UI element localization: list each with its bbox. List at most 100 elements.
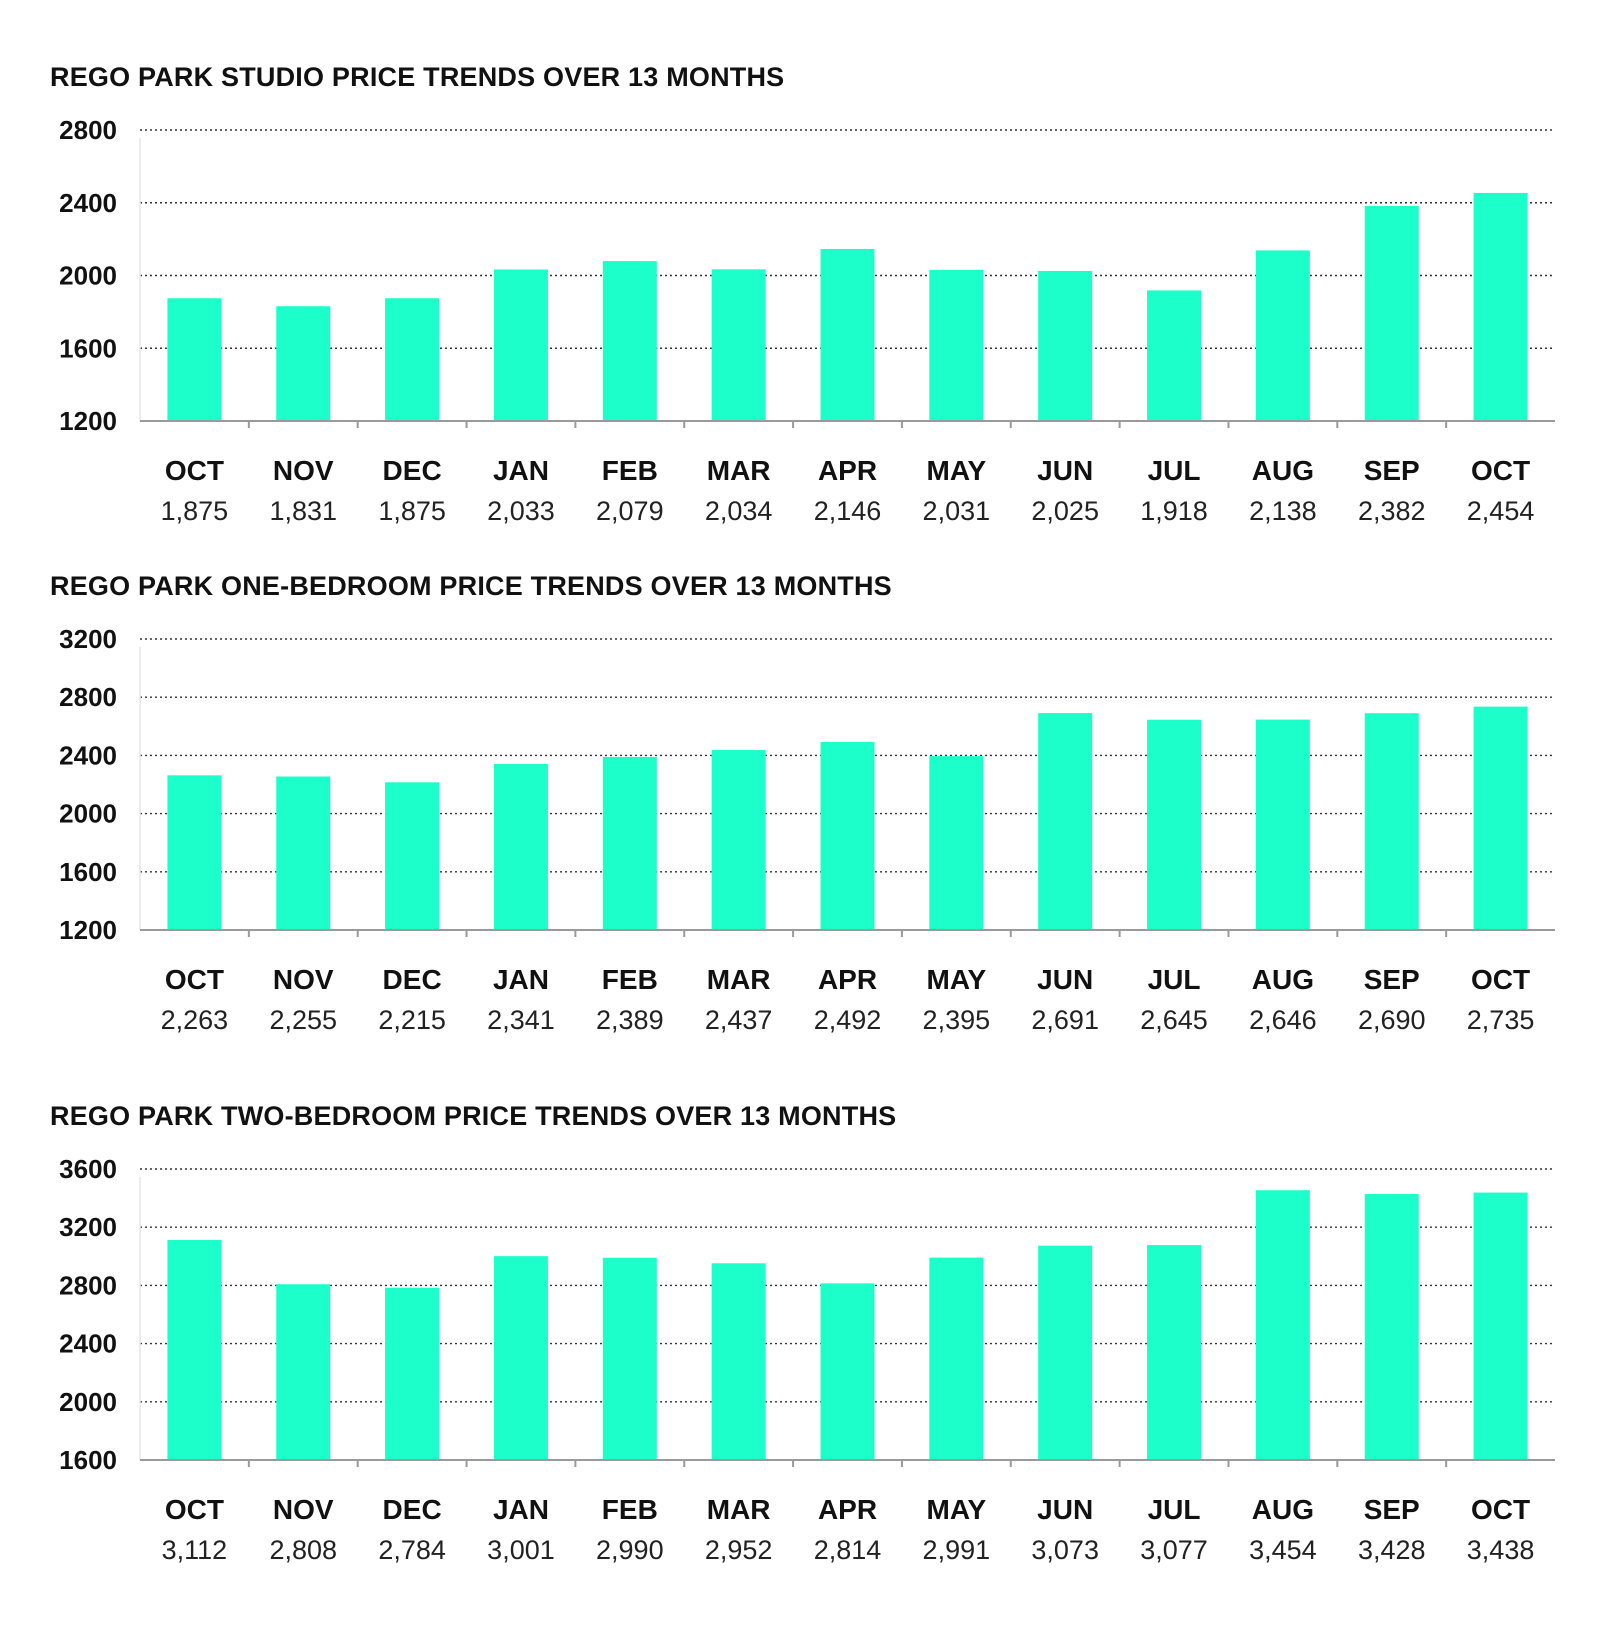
value-label: 2,952 <box>705 1535 773 1565</box>
month-label: FEB <box>602 1494 658 1525</box>
month-label: DEC <box>383 1494 442 1525</box>
y-tick-label: 3600 <box>59 1154 117 1184</box>
month-label: APR <box>818 1494 877 1525</box>
month-label: MAY <box>927 964 987 995</box>
chart-title: REGO PARK TWO-BEDROOM PRICE TRENDS OVER … <box>50 1101 897 1131</box>
bar <box>820 248 875 421</box>
value-label: 2,814 <box>814 1535 882 1565</box>
value-label: 2,690 <box>1358 1005 1426 1035</box>
bar <box>1147 1245 1202 1460</box>
month-label: OCT <box>165 455 224 486</box>
value-label: 2,138 <box>1249 496 1317 526</box>
y-tick-label: 2000 <box>59 799 117 829</box>
value-label: 2,691 <box>1031 1005 1099 1035</box>
value-label: 3,428 <box>1358 1535 1426 1565</box>
y-tick-label: 3200 <box>59 624 117 654</box>
value-label: 2,454 <box>1467 496 1535 526</box>
month-label: SEP <box>1364 1494 1420 1525</box>
value-label: 2,990 <box>596 1535 664 1565</box>
bar <box>385 1287 440 1460</box>
y-tick-label: 2800 <box>59 682 117 712</box>
month-label: OCT <box>1471 964 1530 995</box>
month-label: MAR <box>707 1494 771 1525</box>
month-label: JUN <box>1037 1494 1093 1525</box>
month-label: FEB <box>602 964 658 995</box>
value-label: 2,646 <box>1249 1005 1317 1035</box>
month-label: NOV <box>273 455 334 486</box>
one-bedroom-chart: REGO PARK ONE-BEDROOM PRICE TRENDS OVER … <box>0 571 1600 1051</box>
bar <box>167 298 222 421</box>
value-label: 1,918 <box>1140 496 1208 526</box>
month-label: NOV <box>273 964 334 995</box>
bar <box>1038 713 1093 930</box>
y-tick-label: 2400 <box>59 188 117 218</box>
value-label: 1,875 <box>378 496 446 526</box>
chart-title: REGO PARK STUDIO PRICE TRENDS OVER 13 MO… <box>50 62 785 92</box>
bar <box>602 757 657 930</box>
value-label: 1,831 <box>269 496 337 526</box>
y-tick-label: 1200 <box>59 915 117 945</box>
bar <box>1255 1190 1310 1460</box>
value-label: 2,031 <box>923 496 991 526</box>
value-label: 2,991 <box>923 1535 991 1565</box>
y-tick-label: 2400 <box>59 740 117 770</box>
value-label: 2,263 <box>161 1005 229 1035</box>
bar <box>385 782 440 930</box>
value-label: 2,146 <box>814 496 882 526</box>
value-label: 2,735 <box>1467 1005 1535 1035</box>
month-label: OCT <box>1471 1494 1530 1525</box>
value-label: 2,033 <box>487 496 555 526</box>
bar <box>385 298 440 421</box>
month-label: JUL <box>1148 455 1201 486</box>
month-label: DEC <box>383 455 442 486</box>
bar <box>820 742 875 930</box>
value-label: 1,875 <box>161 496 229 526</box>
bar <box>1364 713 1419 930</box>
y-tick-label: 1200 <box>59 406 117 436</box>
y-tick-label: 2000 <box>59 261 117 291</box>
value-label: 2,341 <box>487 1005 555 1035</box>
bar <box>1473 192 1528 421</box>
bar <box>602 1257 657 1460</box>
bar <box>820 1283 875 1460</box>
studio-plot: 1200 1600 2000 2400 2800 OCT 1,875 NOV 1,831 DEC 1… <box>59 115 1555 526</box>
y-tick-label: 1600 <box>59 333 117 363</box>
value-label: 3,454 <box>1249 1535 1317 1565</box>
bar <box>276 1284 331 1460</box>
studio-chart: REGO PARK STUDIO PRICE TRENDS OVER 13 MO… <box>0 62 1600 542</box>
bar <box>1147 290 1202 421</box>
month-label: OCT <box>165 1494 224 1525</box>
bar <box>1255 719 1310 930</box>
y-tick-label: 3200 <box>59 1212 117 1242</box>
month-label: MAY <box>927 455 987 486</box>
bar <box>1473 1192 1528 1460</box>
value-label: 2,389 <box>596 1005 664 1035</box>
bar <box>1038 1245 1093 1460</box>
bar <box>711 750 766 930</box>
value-label: 3,073 <box>1031 1535 1099 1565</box>
bar <box>167 775 222 930</box>
bar <box>929 269 984 421</box>
month-label: JUN <box>1037 964 1093 995</box>
bar <box>1364 1194 1419 1460</box>
value-label: 2,382 <box>1358 496 1426 526</box>
month-label: JUN <box>1037 455 1093 486</box>
month-label: JUL <box>1148 1494 1201 1525</box>
month-label: SEP <box>1364 964 1420 995</box>
month-label: MAR <box>707 964 771 995</box>
value-label: 2,215 <box>378 1005 446 1035</box>
value-label: 2,025 <box>1031 496 1099 526</box>
value-label: 2,492 <box>814 1005 882 1035</box>
bar <box>929 756 984 930</box>
month-label: FEB <box>602 455 658 486</box>
value-label: 3,112 <box>162 1535 228 1565</box>
two-bedroom-plot: 1600 2000 2400 2800 3200 3600 OCT 3,112 NOV 2,808… <box>59 1154 1555 1565</box>
value-label: 2,255 <box>269 1005 337 1035</box>
value-label: 3,077 <box>1140 1535 1208 1565</box>
month-label: JAN <box>493 964 549 995</box>
chart-title: REGO PARK ONE-BEDROOM PRICE TRENDS OVER … <box>50 571 892 601</box>
month-label: AUG <box>1252 455 1314 486</box>
month-label: AUG <box>1252 1494 1314 1525</box>
month-label: APR <box>818 455 877 486</box>
y-tick-label: 2400 <box>59 1329 117 1359</box>
